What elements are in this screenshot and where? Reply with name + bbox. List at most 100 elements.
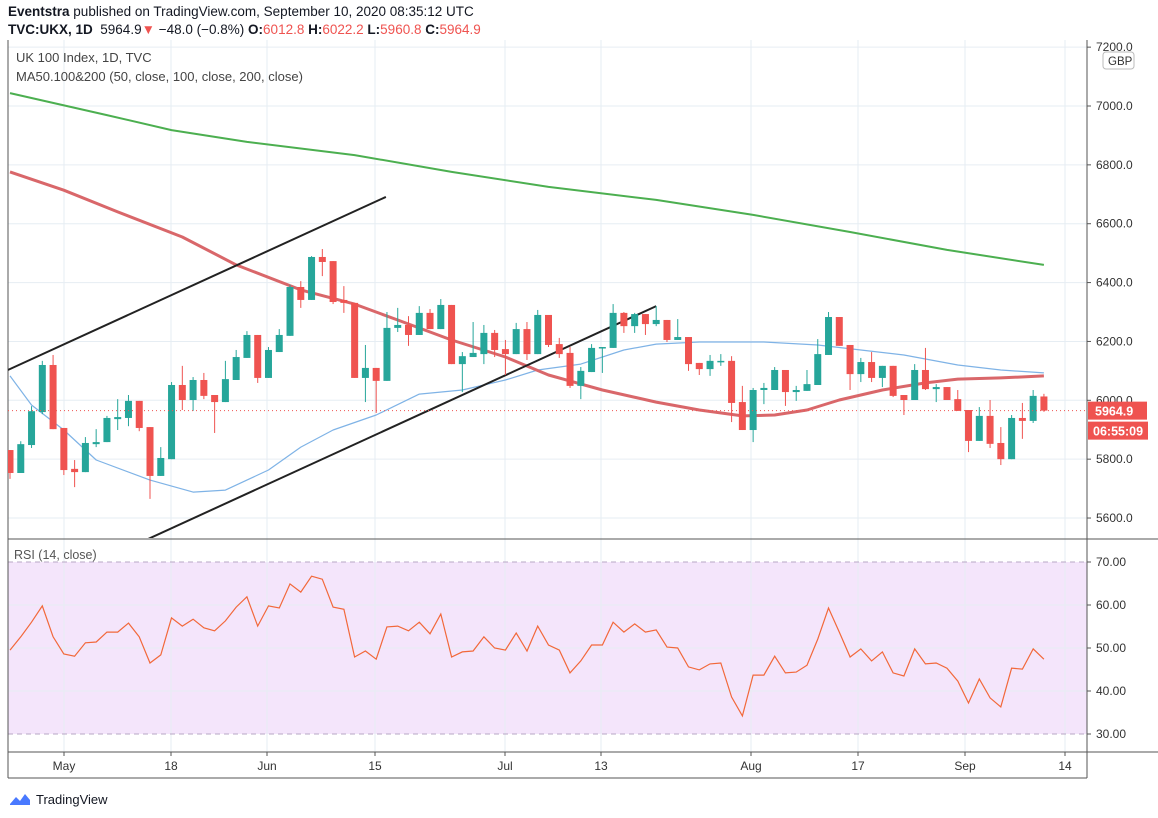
- time-tick-label: Jun: [257, 759, 276, 773]
- candle: [641, 314, 649, 335]
- candle-body: [254, 334, 262, 378]
- candle: [168, 382, 176, 460]
- candle-body: [17, 444, 25, 473]
- candle: [695, 362, 703, 375]
- candle: [598, 347, 606, 373]
- candle-body: [92, 442, 100, 445]
- candle: [717, 354, 725, 366]
- candle-body: [469, 352, 477, 358]
- low-value: 5960.8: [380, 22, 422, 37]
- price-change: −48.0 (−0.8%): [158, 22, 245, 37]
- candle-body: [458, 356, 466, 365]
- candle-body: [189, 379, 197, 401]
- candle: [781, 369, 789, 406]
- candle: [221, 360, 229, 403]
- candle: [480, 324, 488, 365]
- candle-body: [372, 367, 380, 381]
- candle: [17, 441, 25, 473]
- countdown-badge: [1088, 421, 1148, 440]
- candle: [814, 339, 822, 385]
- price-pane: [8, 92, 1048, 538]
- candle: [620, 312, 628, 333]
- time-tick-label: 13: [594, 759, 608, 773]
- time-tick-label: Aug: [740, 759, 761, 773]
- candle-body: [383, 327, 391, 381]
- candle: [458, 352, 466, 393]
- high-value: 6022.2: [322, 22, 364, 37]
- tradingview-logo[interactable]: TradingView: [8, 791, 108, 807]
- candle-body: [114, 417, 122, 420]
- published-text: published on TradingView.com, September …: [73, 4, 474, 19]
- candle: [555, 337, 563, 358]
- candle: [103, 415, 111, 443]
- candle: [81, 437, 89, 473]
- candle: [771, 367, 779, 390]
- trendline: [147, 305, 657, 538]
- candle-body: [286, 286, 294, 336]
- candle-body: [695, 362, 703, 370]
- candle: [803, 369, 811, 391]
- candle-body: [297, 286, 305, 300]
- candle: [243, 331, 251, 358]
- candle-body: [28, 411, 36, 446]
- candle-body: [1040, 396, 1048, 411]
- candle: [911, 364, 919, 401]
- candle: [92, 429, 100, 448]
- candle-body: [609, 312, 617, 348]
- candle: [825, 312, 833, 355]
- close-label: C:: [425, 22, 440, 37]
- indicator-legend[interactable]: MA50.100&200 (50, close, 100, close, 200…: [16, 69, 303, 84]
- rsi-legend[interactable]: RSI (14, close): [14, 548, 97, 562]
- candle: [60, 427, 68, 476]
- candle-body: [200, 379, 208, 396]
- candle: [415, 306, 423, 335]
- candle-body: [566, 352, 574, 386]
- open-label: O:: [248, 22, 264, 37]
- candle: [146, 427, 154, 499]
- candle: [275, 329, 283, 353]
- candle: [254, 334, 262, 383]
- candle: [857, 357, 865, 383]
- candle-body: [60, 427, 68, 471]
- series-legend[interactable]: UK 100 Index, 1D, TVC: [16, 50, 152, 65]
- candle: [523, 322, 531, 360]
- candle: [286, 284, 294, 336]
- candle: [1040, 393, 1048, 412]
- candle-body: [803, 384, 811, 391]
- candle-body: [706, 360, 714, 370]
- candle-body: [835, 317, 843, 346]
- candle: [943, 387, 951, 401]
- tradingview-cloud-icon: [10, 794, 30, 805]
- candle: [706, 354, 714, 376]
- candle-body: [178, 384, 186, 401]
- price-tick-label: 6600.0: [1096, 217, 1133, 231]
- candle-body: [221, 379, 229, 403]
- candle-body: [275, 334, 283, 353]
- candle-body: [921, 369, 929, 390]
- candle: [491, 329, 499, 358]
- candle-body: [900, 395, 908, 401]
- candle-body: [534, 314, 542, 355]
- candle-body: [124, 400, 132, 418]
- candle-body: [555, 344, 563, 355]
- candle-body: [986, 415, 994, 444]
- candle-body: [448, 304, 456, 365]
- candle: [200, 372, 208, 400]
- author[interactable]: Eventstra: [8, 4, 70, 19]
- candle-body: [71, 468, 79, 473]
- rsi-tick-label: 30.00: [1096, 727, 1126, 741]
- brand-name: TradingView: [36, 791, 108, 807]
- candle-body: [771, 369, 779, 390]
- time-tick-label: 17: [851, 759, 865, 773]
- candle-body: [8, 450, 14, 473]
- time-tick-label: 14: [1058, 759, 1072, 773]
- candle-body: [81, 442, 89, 473]
- candle-body: [135, 400, 143, 428]
- price-tick-label: 6400.0: [1096, 276, 1133, 290]
- last-price: 5964.9: [100, 22, 142, 37]
- candle-body: [211, 395, 219, 403]
- candle-body: [361, 367, 369, 378]
- open-value: 6012.8: [263, 22, 305, 37]
- candle-body: [965, 410, 973, 441]
